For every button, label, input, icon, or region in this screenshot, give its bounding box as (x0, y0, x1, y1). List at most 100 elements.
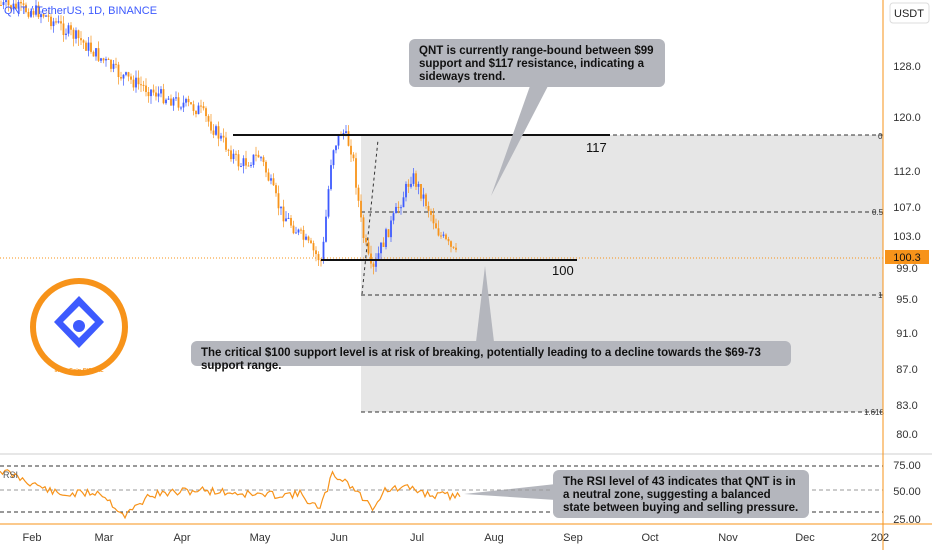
candle-body (30, 11, 32, 17)
candle-body (15, 3, 17, 9)
candle-body (92, 51, 95, 57)
candle-body (282, 206, 285, 222)
candle-body (35, 5, 37, 15)
candle-body (180, 107, 182, 109)
candle-body (407, 183, 410, 187)
candle-body (40, 14, 42, 18)
candle-body (140, 84, 142, 86)
candle-body (192, 104, 195, 111)
candle-body (357, 187, 360, 201)
candle-body (412, 173, 415, 184)
logo-coin-icon (73, 320, 85, 332)
candle-body (105, 58, 107, 61)
candle-body (50, 16, 52, 27)
rsi-line (0, 469, 461, 520)
rsi-pane-label: RSI (3, 470, 18, 480)
candle-body (310, 240, 312, 244)
candle-body (215, 126, 217, 135)
candle-body (455, 247, 457, 250)
fib-label-0-5: 0.5 (872, 208, 884, 217)
candle-body (240, 166, 242, 168)
candle-body (360, 200, 362, 218)
price-tick: 80.0 (896, 429, 917, 441)
candle-body (302, 230, 305, 240)
candle-body (125, 72, 127, 75)
candle-body (442, 234, 445, 236)
candle-body (355, 158, 357, 188)
candle-body (307, 236, 310, 241)
candle-body (32, 11, 35, 15)
fib-diagonal (361, 139, 379, 295)
candle-body (287, 217, 290, 219)
candle-body (327, 189, 330, 217)
candle-body (157, 93, 160, 97)
time-label: Nov (718, 532, 738, 544)
time-label: Oct (641, 532, 658, 544)
candle-body (82, 40, 85, 43)
candle-body (217, 126, 220, 139)
candle-body (290, 217, 292, 226)
candle-body (375, 258, 377, 267)
candle-body (137, 77, 140, 85)
rsi-tick: 75.00 (893, 460, 921, 472)
candle-body (52, 21, 55, 27)
candle-body (295, 232, 297, 234)
symbol-title: QNT / TetherUS, 1D, BINANCE (4, 5, 157, 17)
support-note: The critical $100 support level is at ri… (191, 341, 791, 372)
candle-body (5, 0, 7, 3)
candle-body (62, 23, 65, 36)
candle-body (207, 116, 210, 122)
time-label: Jun (330, 532, 348, 544)
candle-body (417, 183, 420, 187)
candle-body (107, 58, 110, 60)
time-label: Apr (173, 532, 190, 544)
time-axis: Feb Mar Apr May Jun Jul Aug Sep Oct Nov Dec 202 (23, 532, 890, 544)
candle-body (57, 21, 60, 23)
candle-body (167, 98, 170, 100)
time-label: 202 (871, 532, 889, 544)
candle-body (127, 72, 130, 77)
candle-body (182, 102, 185, 108)
candle-body (0, 5, 2, 6)
candle-body (377, 253, 380, 259)
candle-body (112, 63, 115, 69)
candle-body (85, 42, 87, 51)
range-note-text: QNT is currently range-bound between $99… (419, 45, 654, 83)
candle-body (120, 77, 122, 79)
candle-body (102, 58, 105, 61)
fib-label-1: 1 (878, 291, 883, 300)
candle-body (190, 102, 192, 105)
candle-body (250, 164, 252, 166)
candle-body (265, 161, 267, 173)
logo: MoneCoin SIGNAL (30, 278, 128, 376)
candle-body (365, 238, 367, 243)
candle-body (70, 25, 72, 30)
candle-body (362, 217, 365, 239)
candle-body (335, 145, 337, 151)
time-label: Feb (23, 532, 42, 544)
candle-body (267, 172, 270, 181)
candle-body (390, 220, 392, 238)
candle-body (330, 165, 332, 190)
candle-body (402, 197, 405, 208)
candle-body (345, 131, 347, 133)
candle-body (162, 89, 165, 104)
time-label: Mar (95, 532, 114, 544)
candle-body (22, 3, 25, 5)
candle-body (325, 216, 327, 242)
candle-body (382, 242, 385, 247)
candle-body (27, 11, 30, 17)
candle-body (435, 223, 437, 229)
candle-body (350, 145, 352, 155)
candle-body (75, 30, 77, 39)
rsi-axis: 75.00 50.00 25.00 (893, 460, 921, 526)
candle-body (160, 89, 162, 94)
candle-body (427, 205, 430, 212)
range-note: QNT is currently range-bound between $99… (409, 39, 665, 87)
price-tick: 87.0 (896, 364, 917, 376)
currency-badge[interactable] (889, 2, 930, 24)
fib-label-0: 0 (878, 132, 883, 141)
candle-body (150, 89, 152, 97)
candle-body (380, 242, 382, 254)
